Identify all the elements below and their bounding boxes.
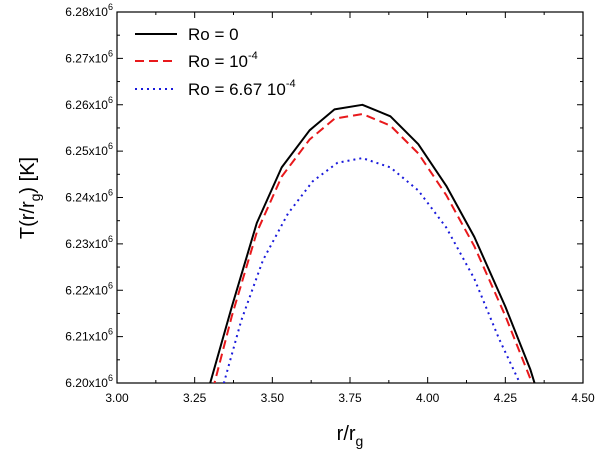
- legend-label-ro-1e-4: Ro = 10-4: [188, 50, 258, 71]
- x-tick-label: 3.25: [183, 391, 207, 405]
- y-tick-label: 6.27x106: [65, 48, 113, 65]
- y-axis-title: T(r/rg) [K]: [17, 157, 43, 239]
- y-tick-label: 6.24x106: [65, 188, 113, 205]
- series-layer: [209, 103, 536, 383]
- y-tick-label: 6.21x106: [65, 327, 113, 344]
- tick-layer: 3.00 3.25 3.50 3.75 4.00 4.25 4.50 6.20x106 6.21…: [65, 2, 595, 405]
- y-tick-label: 6.28x106: [65, 2, 113, 19]
- legend-label-ro-6-67e-4: Ro = 6.67 10-4: [188, 78, 296, 99]
- series-line-0: [209, 103, 536, 383]
- x-tick-label: 4.00: [416, 391, 440, 405]
- x-tick-label: 3.00: [105, 391, 129, 405]
- y-tick-label: 6.25x106: [65, 141, 113, 158]
- legend-label-ro-0: Ro = 0: [188, 25, 239, 44]
- x-tick-label: 4.25: [494, 391, 518, 405]
- x-tick-label: 3.75: [338, 391, 362, 405]
- y-tick-label: 6.22x106: [65, 280, 113, 297]
- plot-frame: [116, 11, 584, 384]
- y-tick-label: 6.23x106: [65, 234, 113, 251]
- series-line-1: [213, 113, 533, 383]
- legend: Ro = 0 Ro = 10-4 Ro = 6.67 10-4: [135, 25, 296, 99]
- y-tick-label: 6.20x106: [65, 373, 113, 390]
- x-axis-title: r/rg: [337, 423, 364, 449]
- x-tick-label: 4.50: [571, 391, 595, 405]
- y-tick-label: 6.26x106: [65, 95, 113, 112]
- x-tick-label: 3.50: [261, 391, 285, 405]
- series-line-2: [222, 157, 521, 383]
